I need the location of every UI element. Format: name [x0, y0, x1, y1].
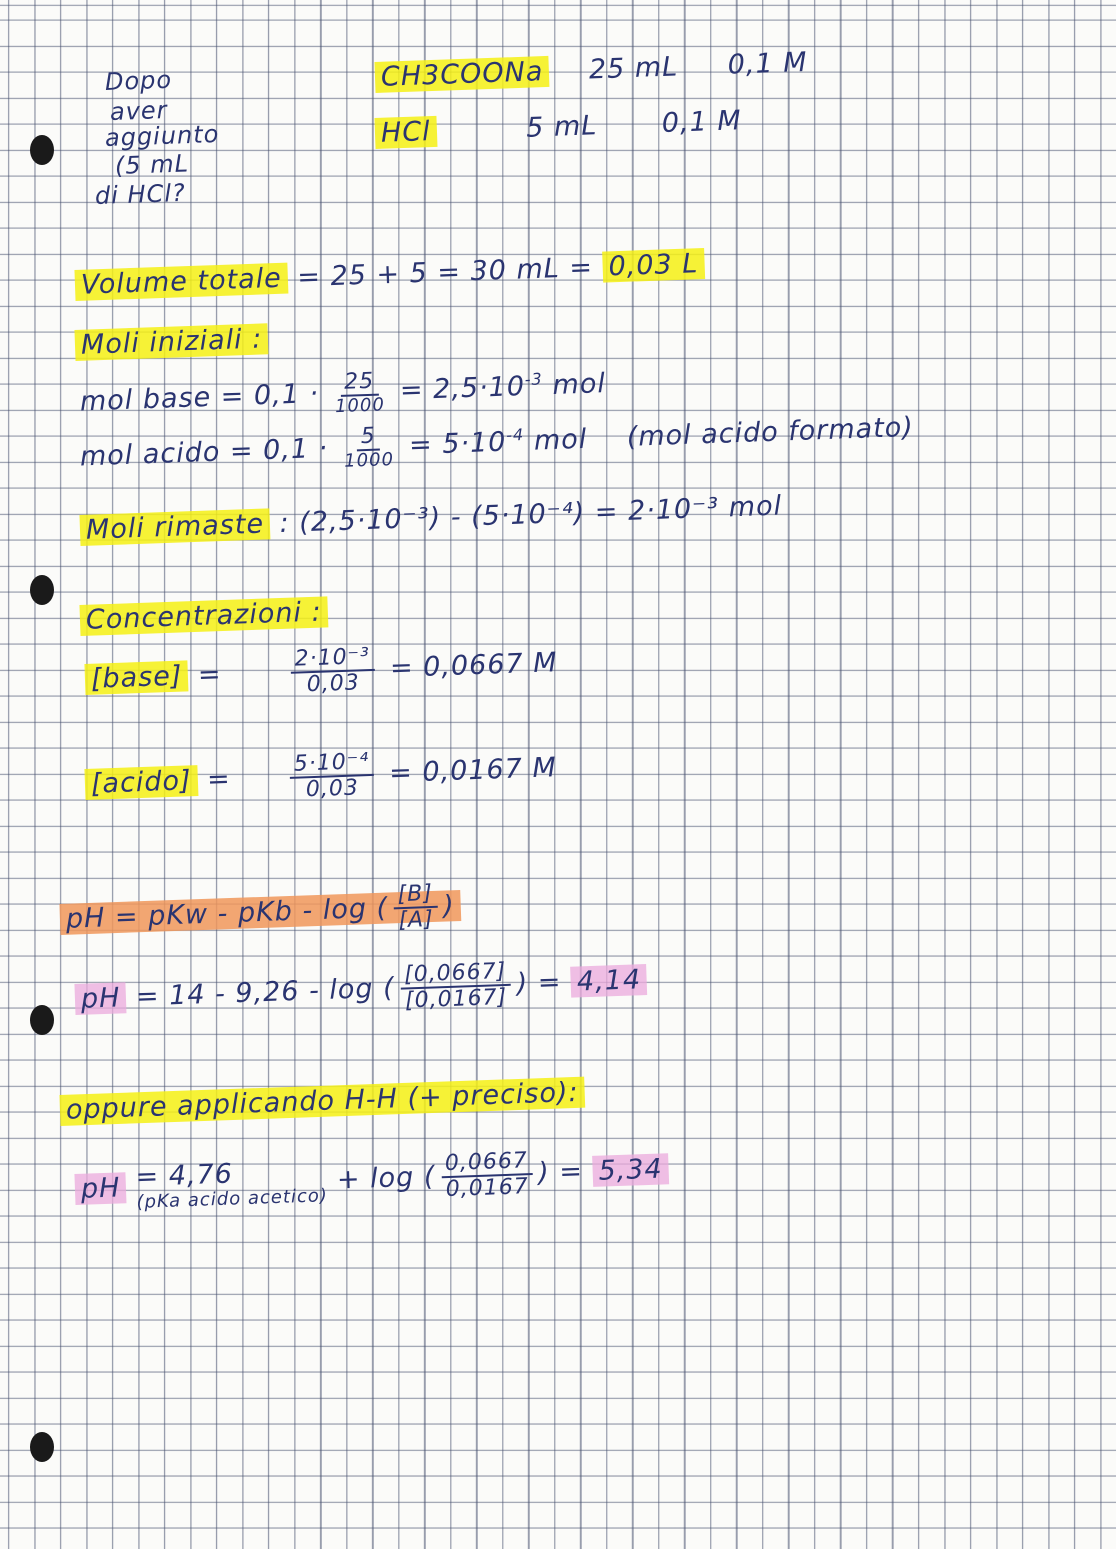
- moli-rimaste-line: Moli rimaste : (2,5·10⁻³) - (5·10⁻⁴) = 2…: [79, 490, 783, 546]
- reagent-name: HCl: [374, 115, 438, 149]
- fraction: [0,0667] [0,0167]: [399, 959, 512, 1014]
- lhs: pH: [74, 1171, 127, 1205]
- expr: : (2,5·10⁻³) - (5·10⁻⁴) = 2·10⁻³ mol: [279, 490, 783, 540]
- expr: = 14 - 9,26 - log: [135, 973, 375, 1013]
- reagent-volume: 25 mL: [588, 51, 679, 86]
- reagent-conc: 0,1 M: [661, 105, 743, 139]
- denominator: 0,0167: [445, 1174, 530, 1203]
- henderson-formula: pH = pKw - pKb - log ([B] [A]): [59, 881, 462, 945]
- numerator: 2·10⁻³: [290, 644, 375, 674]
- conc-acido-line: [acido] = 5·10⁻⁴ 0,03 = 0,0167 M: [84, 744, 557, 811]
- denominator: [0,0167]: [404, 985, 508, 1014]
- note: (pKa acido acetico): [136, 1185, 329, 1213]
- question-line: di HCl?: [94, 178, 187, 210]
- volume-result: 0,03 L: [602, 248, 705, 283]
- label: [base]: [84, 660, 189, 695]
- result: 4,14: [570, 963, 648, 998]
- fraction: 5·10⁻⁴ 0,03: [289, 749, 374, 803]
- label: Moli rimaste: [79, 508, 271, 546]
- numerator: [B]: [393, 881, 438, 910]
- numerator: 5: [356, 424, 381, 452]
- question-line: Dopo: [104, 65, 173, 96]
- binder-hole: [30, 135, 54, 165]
- heading-text: Moli iniziali :: [74, 323, 269, 361]
- question-line: (5 mL: [114, 149, 190, 180]
- fraction: 2·10⁻³ 0,03: [290, 644, 375, 698]
- denominator: 0,03: [305, 775, 360, 803]
- binder-hole: [30, 1432, 54, 1462]
- fraction: 25 1000: [334, 369, 386, 418]
- denominator: 1000: [343, 449, 395, 472]
- result: = 2,5·10: [399, 370, 526, 407]
- mol-base-line: mol base = 0,1 · 25 1000 = 2,5·10-3 mol: [79, 362, 606, 426]
- reagent-volume: 5 mL: [525, 110, 598, 144]
- numerator: 5·10⁻⁴: [289, 749, 374, 780]
- oppure-line: oppure applicando H-H (+ preciso):: [59, 1076, 586, 1126]
- denominator: 0,03: [306, 670, 361, 698]
- reagent-conc: 0,1 M: [727, 46, 809, 81]
- reagent-row: CH3COONa 25 mL 0,1 M: [374, 47, 808, 93]
- result: = 5·10: [408, 426, 507, 461]
- note: (mol acido formato): [626, 412, 915, 454]
- exponent: -3: [524, 369, 543, 389]
- pka-block: = 4,76 (pKa acido acetico): [135, 1157, 328, 1213]
- conc-base-line: [base] = 2·10⁻³ 0,03 = 0,0667 M: [84, 639, 558, 706]
- fraction: 5 1000: [343, 424, 395, 472]
- binder-hole: [30, 575, 54, 605]
- calc1-line: pH = 14 - 9,26 - log ([0,0667] [0,0167]) …: [74, 955, 648, 1025]
- fraction: 0,0667 0,0167: [440, 1148, 533, 1203]
- label: mol base = 0,1 ·: [79, 378, 320, 418]
- result: = 0,0667 M: [389, 647, 559, 685]
- numerator: 25: [339, 369, 379, 398]
- unit: mol: [551, 368, 607, 401]
- binder-hole: [30, 1005, 54, 1035]
- lhs: pH: [74, 981, 127, 1015]
- log: + log: [336, 1161, 415, 1196]
- heading-text: Concentrazioni :: [79, 596, 329, 636]
- question-line: aggiunto: [104, 120, 220, 152]
- result: 5,34: [592, 1152, 670, 1187]
- moli-iniziali-heading: Moli iniziali :: [74, 323, 269, 361]
- volume-expr: = 25 + 5 = 30 mL =: [296, 251, 594, 294]
- label: mol acido = 0,1 ·: [79, 432, 329, 473]
- formula-text: pH = pKw - pKb - log: [65, 892, 368, 935]
- concentrazioni-heading: Concentrazioni :: [79, 596, 329, 636]
- unit: mol: [533, 423, 588, 457]
- denominator: 1000: [334, 394, 386, 418]
- oppure-text: oppure applicando H-H (+ preciso):: [59, 1076, 586, 1126]
- exponent: -4: [505, 424, 525, 445]
- fraction: [B] [A]: [393, 881, 438, 934]
- volume-line: Volume totale = 25 + 5 = 30 mL = 0,03 L: [74, 248, 705, 301]
- label: [acido]: [84, 764, 199, 800]
- reagent-row: HCl 5 mL 0,1 M: [374, 105, 742, 149]
- denominator: [A]: [398, 907, 435, 934]
- volume-label: Volume totale: [74, 262, 289, 301]
- calc2-line: pH = 4,76 (pKa acido acetico) + log (0,0…: [74, 1144, 670, 1215]
- reagent-name: CH3COONa: [374, 55, 550, 93]
- result: = 0,0167 M: [388, 752, 558, 790]
- formula-highlight: pH = pKw - pKb - log ([B] [A]): [59, 881, 462, 935]
